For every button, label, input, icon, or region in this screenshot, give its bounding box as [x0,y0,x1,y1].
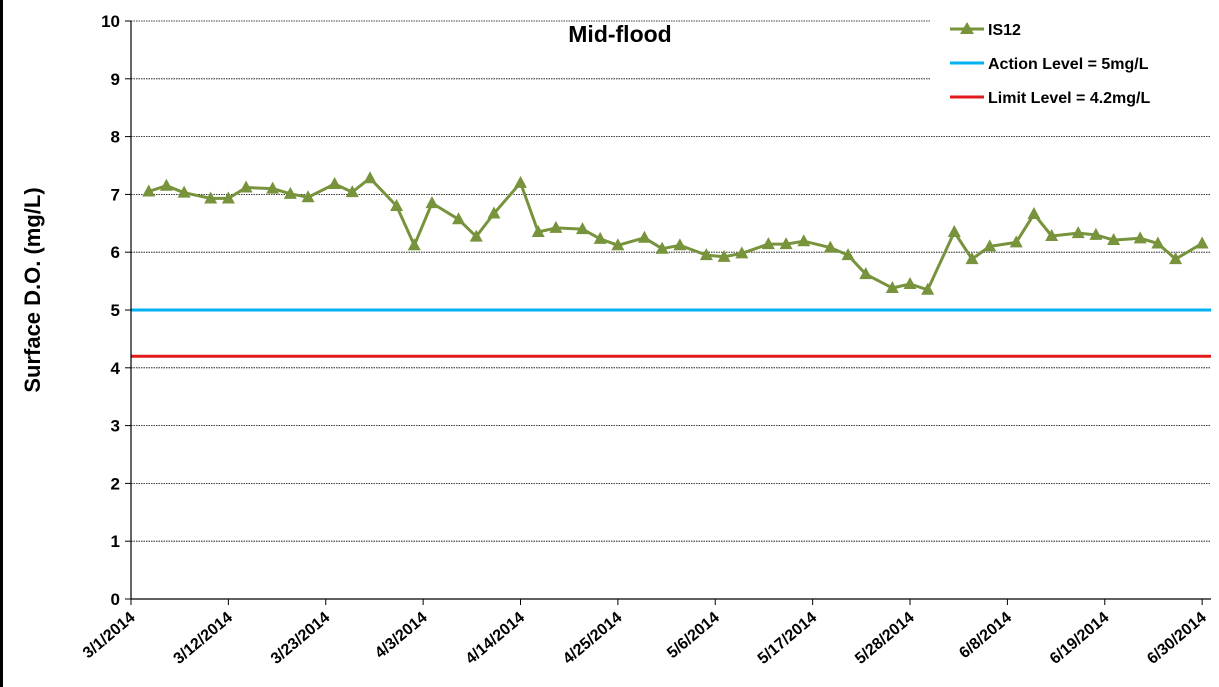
data-point [655,241,669,254]
x-tick-labels: 3/1/2014 3/12/2014 3/23/2014 4/3/2014 4/14/2… [80,609,1210,668]
y-tick-label: 7 [111,185,120,204]
data-point [363,171,377,184]
y-tick-label: 10 [101,12,120,31]
data-point [266,181,280,194]
legend-label-limit: Limit Level = 4.2mg/L [988,90,1151,107]
data-point [1151,236,1165,249]
x-tick-label: 3/1/2014 [80,609,139,662]
data-point [1045,229,1059,242]
x-tick-label: 6/19/2014 [1047,609,1113,668]
x-tick-label: 3/12/2014 [170,609,236,668]
data-point [1027,207,1041,220]
series-is12 [142,171,1209,295]
data-point [328,176,342,189]
data-point [345,185,359,198]
data-point [1195,236,1209,249]
x-tick-label: 4/25/2014 [560,609,626,668]
data-point [841,248,855,261]
data-point [983,239,997,252]
data-point [761,237,775,250]
x-tick-label: 3/23/2014 [268,609,334,668]
data-point [1107,233,1121,246]
y-tick-label: 6 [111,243,120,262]
y-axis-label: Surface D.O. (mg/L) [20,187,45,392]
legend-box [930,10,1211,112]
data-point [531,224,545,237]
y-tick-label: 5 [111,301,120,320]
frame-border-left [0,0,3,687]
y-tick-labels: 0 1 2 3 4 5 6 7 8 9 10 [101,12,120,609]
y-tick-label: 8 [111,128,120,147]
data-point [699,248,713,261]
data-point [637,230,651,243]
data-point [823,240,837,253]
legend-label-action: Action Level = 5mg/L [988,56,1149,73]
chart-title: Mid-flood [568,21,671,47]
data-point [1169,252,1183,265]
data-point [779,237,793,250]
y-tick-label: 9 [111,70,120,89]
data-point [611,238,625,251]
data-point [921,282,935,295]
y-tick-label: 3 [111,417,120,436]
y-tick-label: 4 [111,359,121,378]
data-point [903,276,917,289]
y-tick-label: 0 [111,590,120,609]
y-tick-label: 1 [111,532,120,551]
data-point [1089,227,1103,240]
data-point [159,178,173,191]
data-point [239,180,253,193]
series-line-is12 [148,176,1203,292]
x-tick-label: 6/30/2014 [1144,609,1210,668]
data-point [221,191,235,204]
reference-lines [131,308,1211,358]
x-tick-label: 4/14/2014 [463,609,529,668]
legend: IS12 Action Level = 5mg/L Limit Level = … [930,10,1211,112]
data-point [1133,231,1147,244]
data-point [549,220,563,233]
axes [130,21,1211,600]
data-point [947,224,961,237]
data-point [965,252,979,265]
data-point [885,281,899,294]
x-tick-label: 4/3/2014 [372,609,431,662]
data-point [717,249,731,262]
data-point [593,231,607,244]
data-point [735,246,749,259]
x-tick-label: 5/28/2014 [852,609,918,668]
data-point [1009,235,1023,248]
data-point [425,196,439,209]
data-point [301,190,315,203]
data-point [514,175,528,188]
data-point [797,234,811,247]
legend-marker-is12 [960,22,974,34]
x-tick-label: 5/6/2014 [664,609,723,662]
data-point [859,267,873,280]
data-point [177,185,191,198]
y-tick-label: 2 [111,474,120,493]
data-point [487,206,501,219]
data-point [575,222,589,235]
data-point [390,198,404,211]
data-point [673,238,687,251]
data-point [283,186,297,199]
data-point [142,184,156,197]
data-point [469,229,483,242]
x-tick-label: 6/8/2014 [956,609,1015,662]
data-point [204,191,218,204]
data-point [1071,226,1085,239]
legend-label-is12: IS12 [988,22,1021,39]
data-point [407,238,421,251]
data-point [452,212,466,225]
x-tick-label: 5/17/2014 [755,609,821,668]
